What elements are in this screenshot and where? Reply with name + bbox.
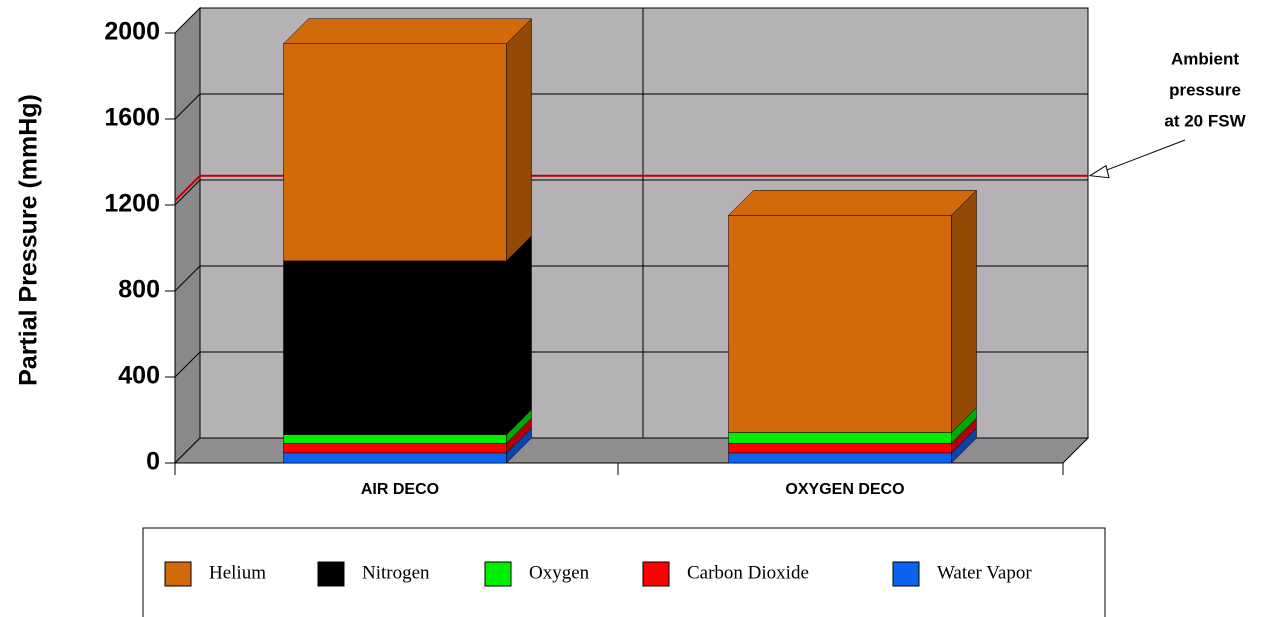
bar-segment	[728, 452, 952, 464]
legend-swatch	[164, 561, 192, 587]
bar-side	[951, 189, 977, 434]
y-axis-title: Partial Pressure (mmHg)	[15, 94, 43, 386]
arrowhead	[1088, 164, 1110, 179]
bar-side	[506, 18, 532, 262]
legend	[142, 527, 1106, 617]
grid-line	[174, 93, 201, 120]
legend-label: Oxygen	[529, 562, 590, 583]
bar-segment	[283, 43, 507, 262]
annotation: Ambient	[1171, 49, 1239, 68]
legend-swatch	[642, 561, 670, 587]
side-wall	[174, 6, 201, 465]
bar-segment	[283, 442, 507, 454]
bar-top	[727, 190, 978, 216]
y-tick-label: 800	[118, 276, 160, 304]
legend-items: Helium Nitrogen Oxygen Carbon Dioxide Water …	[164, 561, 1032, 587]
bar-segment	[283, 434, 507, 444]
legend-label: Nitrogen	[362, 562, 430, 583]
annotation: at 20 FSW	[1164, 111, 1246, 130]
bar-segment	[728, 215, 952, 433]
grid-line	[174, 351, 201, 378]
legend-label: Carbon Dioxide	[687, 562, 809, 583]
grid-line	[174, 179, 201, 206]
x-tick-label: OXYGEN DECO	[785, 481, 904, 498]
annotation: pressure	[1169, 80, 1241, 99]
grid-line	[174, 265, 201, 292]
y-tick-label: 1600	[104, 104, 160, 132]
bar-segment	[283, 260, 507, 435]
bar-segment	[728, 442, 952, 454]
legend-swatch	[484, 561, 512, 587]
legend-swatch	[892, 561, 920, 587]
bar-top	[282, 18, 533, 44]
bar-segment	[283, 452, 507, 464]
legend-label: Water Vapor	[937, 562, 1032, 583]
x-tick-label: AIR DECO	[361, 481, 439, 498]
y-tick-label: 400	[118, 362, 160, 390]
y-tick-label: 1200	[104, 190, 160, 218]
plot: 0 400 800 1200 1600 2000 Ambient pressure at 20 …	[104, 18, 1246, 499]
legend-swatch	[317, 561, 345, 587]
bar-side	[506, 235, 532, 436]
legend-label: Helium	[209, 562, 266, 583]
y-tick-label: 2000	[104, 18, 160, 46]
y-tick-label: 0	[146, 448, 160, 476]
bar-segment	[728, 432, 952, 444]
reference-line	[174, 174, 1088, 202]
